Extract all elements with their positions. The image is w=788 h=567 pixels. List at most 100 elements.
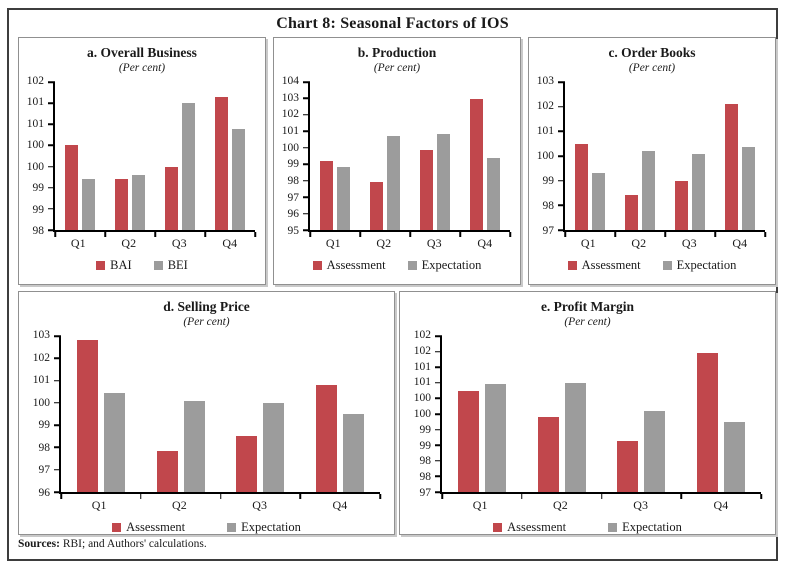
bar-expectation-q1 xyxy=(592,173,605,230)
x-tick-label: Q4 xyxy=(332,498,348,512)
y-tick-mark xyxy=(558,130,565,133)
legend-label: Expectation xyxy=(421,258,482,272)
y-tick-label: 100 xyxy=(26,139,44,152)
panel-title: b. Production xyxy=(357,45,437,60)
x-tick-mark xyxy=(254,232,256,237)
x-tick-mark xyxy=(104,232,106,237)
axes xyxy=(48,81,256,237)
y-tick-mark xyxy=(48,81,55,83)
y-tick-mark xyxy=(303,212,310,215)
legend-swatch xyxy=(96,261,106,270)
bar-expectation-q2 xyxy=(564,382,586,492)
y-tick-label: 101 xyxy=(413,376,431,389)
y-tick-mark xyxy=(435,350,442,353)
sources-text: RBI; and Authors' calculations. xyxy=(59,538,207,550)
y-tick-mark xyxy=(303,196,310,198)
x-tick-label: Q1 xyxy=(325,236,341,250)
x-tick-mark xyxy=(60,494,62,499)
y-tick-mark xyxy=(558,179,565,182)
x-tick-mark xyxy=(459,232,461,237)
bar-expectation-q4 xyxy=(343,414,365,492)
y-tick-mark xyxy=(303,81,310,83)
y-tick-label: 99 xyxy=(38,419,51,432)
plot-area: 98 99 99 100 100 101 101 102 xyxy=(27,76,256,237)
bar-group-q2 xyxy=(360,82,410,230)
bar-expectation-q3 xyxy=(437,133,450,230)
panel-title: e. Profit Margin xyxy=(540,299,635,314)
y-tick-label: 102 xyxy=(413,344,431,357)
y-tick-mark xyxy=(435,335,442,337)
y-tick-mark xyxy=(303,229,310,231)
panel-subtitle: (Per cent) xyxy=(564,316,611,328)
panel-title: d. Selling Price xyxy=(163,299,250,314)
legend-swatch xyxy=(608,523,618,532)
bar-bai-q3 xyxy=(165,166,178,230)
x-tick-label: Q2 xyxy=(121,236,137,250)
y-tick-label: 99 xyxy=(542,175,555,188)
panel-selling-price: d. Selling Price (Per cent) 96 97 98 99 100 1… xyxy=(18,291,395,535)
legend-swatch xyxy=(312,261,322,270)
y-tick-label: 102 xyxy=(413,329,431,342)
x-tick-mark xyxy=(140,494,142,499)
bar-group-q1 xyxy=(61,336,141,492)
bar-expectation-q4 xyxy=(724,421,746,492)
x-tick-label: Q3 xyxy=(633,498,648,512)
bar-group-q3 xyxy=(155,82,205,230)
y-tick-mark xyxy=(303,114,310,116)
y-tick-mark xyxy=(558,204,565,207)
x-tick-mark xyxy=(54,232,56,237)
legend-item: BAI xyxy=(96,258,132,273)
bar-group-q3 xyxy=(221,336,301,492)
legend: Assessment Expectation xyxy=(400,520,775,535)
x-tick-label: Q2 xyxy=(376,236,392,250)
x-tick-mark xyxy=(379,494,381,499)
x-tick-mark xyxy=(409,232,411,237)
y-tick-label: 101 xyxy=(281,125,299,138)
y-tick-label: 102 xyxy=(26,75,44,88)
bar-group-q4 xyxy=(715,82,765,230)
axes xyxy=(435,335,762,499)
bar-bai-q1 xyxy=(65,145,78,230)
y-tick-mark xyxy=(435,397,442,400)
legend-item: Assessment xyxy=(112,520,185,535)
legend-label: Assessment xyxy=(126,520,186,534)
legend: Assessment Expectation xyxy=(529,258,775,273)
bar-expectation-q4 xyxy=(487,157,500,230)
legend-label: Expectation xyxy=(676,258,737,272)
x-tick-label: Q3 xyxy=(171,236,187,250)
bar-group-q2 xyxy=(141,336,221,492)
bar-assessment-q3 xyxy=(675,180,688,230)
plot-area: 95 96 97 98 99 100 101 102 103 104 xyxy=(282,76,511,237)
x-axis-labels: Q1 Q2 Q3 Q4 xyxy=(563,236,765,251)
bar-assessment-q3 xyxy=(236,436,258,492)
bar-assessment-q3 xyxy=(420,150,433,230)
bar-group-q4 xyxy=(300,336,380,492)
y-tick-label: 98 xyxy=(419,455,432,468)
y-tick-label: 98 xyxy=(287,175,300,188)
bar-expectation-q1 xyxy=(484,384,506,492)
sources-label: Sources: xyxy=(18,538,60,550)
legend-label: BEI xyxy=(167,258,188,272)
panel-order-books: c. Order Books (Per cent) 97 98 99 100 101 10… xyxy=(528,37,776,285)
legend-label: BAI xyxy=(110,258,132,272)
legend: Assessment Expectation xyxy=(274,258,520,273)
x-tick-mark xyxy=(521,494,523,499)
x-axis-labels: Q1 Q2 Q3 Q4 xyxy=(59,498,380,513)
legend-item: Expectation xyxy=(662,258,737,273)
bar-group-q2 xyxy=(105,82,155,230)
bar-bei-q1 xyxy=(82,179,95,230)
legend-item: Expectation xyxy=(608,520,682,535)
legend-swatch xyxy=(407,261,417,270)
y-tick-label: 101 xyxy=(26,117,44,130)
bar-bei-q3 xyxy=(182,103,195,230)
y-tick-label: 99 xyxy=(32,203,45,216)
x-tick-mark xyxy=(219,494,222,499)
y-tick-mark xyxy=(435,491,442,493)
x-tick-label: Q1 xyxy=(472,498,488,512)
y-tick-label: 96 xyxy=(287,208,300,221)
legend-item: Expectation xyxy=(407,258,482,273)
y-tick-label: 99 xyxy=(419,423,432,436)
y-tick-mark xyxy=(54,379,61,382)
bar-group-q3 xyxy=(602,336,682,492)
y-tick-mark xyxy=(48,165,55,168)
